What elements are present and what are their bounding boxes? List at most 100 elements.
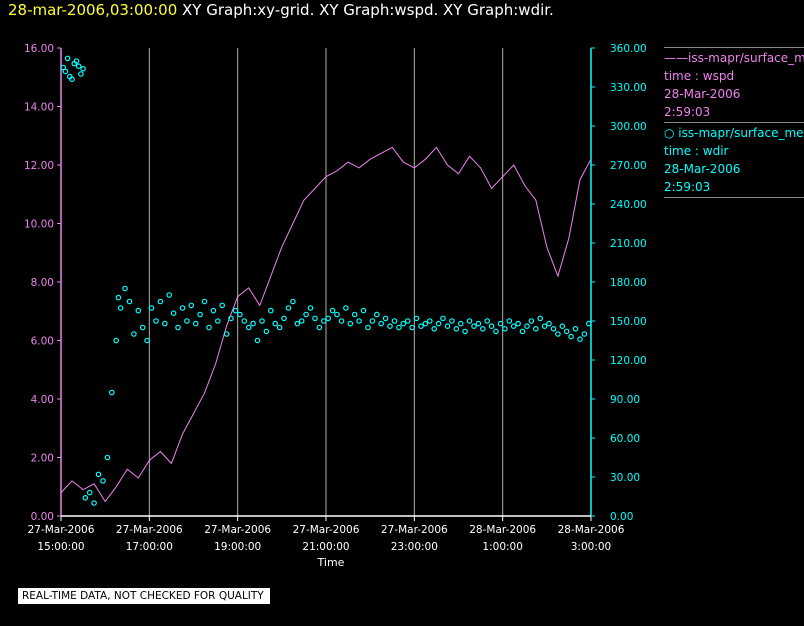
wdir-point [263,328,270,335]
wdir-point [457,320,464,327]
wdir-point [126,298,133,305]
quality-disclaimer: REAL-TIME DATA, NOT CHECKED FOR QUALITY [18,588,270,604]
wdir-point [502,325,508,332]
legend-divider [664,47,804,48]
wdir-point [73,58,80,64]
x-tick-label: 27-Mar-2006 [28,524,95,536]
wdir-point [334,311,340,318]
left-y-tick-label: 10.00 [24,219,54,231]
wdir-point [179,305,186,311]
x-tick-label: 15:00:00 [37,541,84,553]
wdir-point [175,324,181,331]
wdir-point [184,318,190,324]
legend: ——iss-mapr/surface_met time : wspd 28-Ma… [664,46,804,199]
grid-lines [60,48,592,516]
wdir-point [360,307,367,314]
wdir-point [170,310,177,317]
wdir-point [493,328,499,335]
wdir-series [60,55,592,506]
wdir-point [62,68,69,75]
wdir-point [82,494,89,501]
wdir-point [192,320,199,327]
wdir-point [515,320,521,327]
wdir-point [320,318,327,324]
wdir-point [135,307,142,314]
wdir-point [444,323,451,330]
left-y-tick-label: 0.00 [31,511,54,523]
legend-wdir-name: ○ iss-mapr/surface_met [664,126,804,140]
right-y-tick-label: 300.00 [610,121,647,133]
wdir-point [148,305,155,311]
wdir-point [449,318,455,324]
wdir-point [307,305,314,311]
wdir-point [91,500,97,506]
left-y-tick-label: 8.00 [31,277,54,289]
wdir-point [338,318,345,324]
wdir-point [75,63,82,69]
wdir-point [115,294,122,301]
wdir-point [351,311,358,318]
wdir-point [537,315,544,322]
wdir-point [325,315,332,322]
x-axis-label: Time [317,556,345,569]
right-y-tick-label: 360.00 [610,43,647,55]
wdir-point [484,318,491,324]
wdir-point [95,471,102,478]
wdir-point [581,331,588,337]
right-y-tick-label: 30.00 [610,472,640,484]
wdir-point [80,66,86,72]
wdir-point [378,320,385,327]
wdir-point [259,318,265,324]
wdir-point [546,320,552,327]
wdir-point [462,328,468,335]
wdir-point [290,298,296,305]
wdir-point [113,337,120,344]
wdir-point [559,323,566,330]
wdir-point [391,318,398,324]
wdir-point [109,389,115,396]
legend-divider [664,122,804,123]
wdir-point [413,315,420,322]
wdir-point [422,320,429,327]
wdir-point [404,318,411,324]
left-y-tick-label: 2.00 [31,453,54,465]
wdir-point [104,454,111,461]
wspd-line [60,146,592,503]
wdir-point [506,318,513,324]
wdir-point [440,315,446,322]
wdir-point [365,324,371,331]
wdir-point [400,320,407,327]
wdir-point [418,323,424,330]
right-y-tick-label: 0.00 [610,511,633,523]
right-y-tick-label: 120.00 [610,355,647,367]
wdir-point [219,302,226,309]
x-tick-label: 27-Mar-2006 [116,524,183,536]
wdir-point [369,318,376,324]
wdir-point [64,55,71,62]
wdir-point [117,305,124,311]
right-y-tick-label: 90.00 [610,394,640,406]
left-y-tick-label: 12.00 [24,160,54,172]
wdir-point [232,307,239,314]
x-tick-label: 28-Mar-2006 [558,524,625,536]
wdir-point [241,318,248,324]
right-y-tick-label: 210.00 [610,238,647,250]
wdir-point [585,320,592,327]
wdir-point [524,323,530,330]
right-y-tick-label: 330.00 [610,82,647,94]
timestamp: 28-mar-2006,03:00:00 [8,1,178,19]
wdir-point [223,331,230,337]
x-tick-label: 27-Mar-2006 [293,524,360,536]
wdir-point [228,315,234,322]
wdir-point [356,318,362,324]
right-y-tick-label: 180.00 [610,277,647,289]
wdir-point [303,311,309,318]
wdir-point [78,71,84,77]
wdir-point [122,285,128,292]
wdir-point [435,320,442,327]
wdir-point [86,489,93,496]
wdir-point [541,323,548,330]
x-tick-label: 27-Mar-2006 [381,524,448,536]
x-tick-label: 17:00:00 [126,541,173,553]
